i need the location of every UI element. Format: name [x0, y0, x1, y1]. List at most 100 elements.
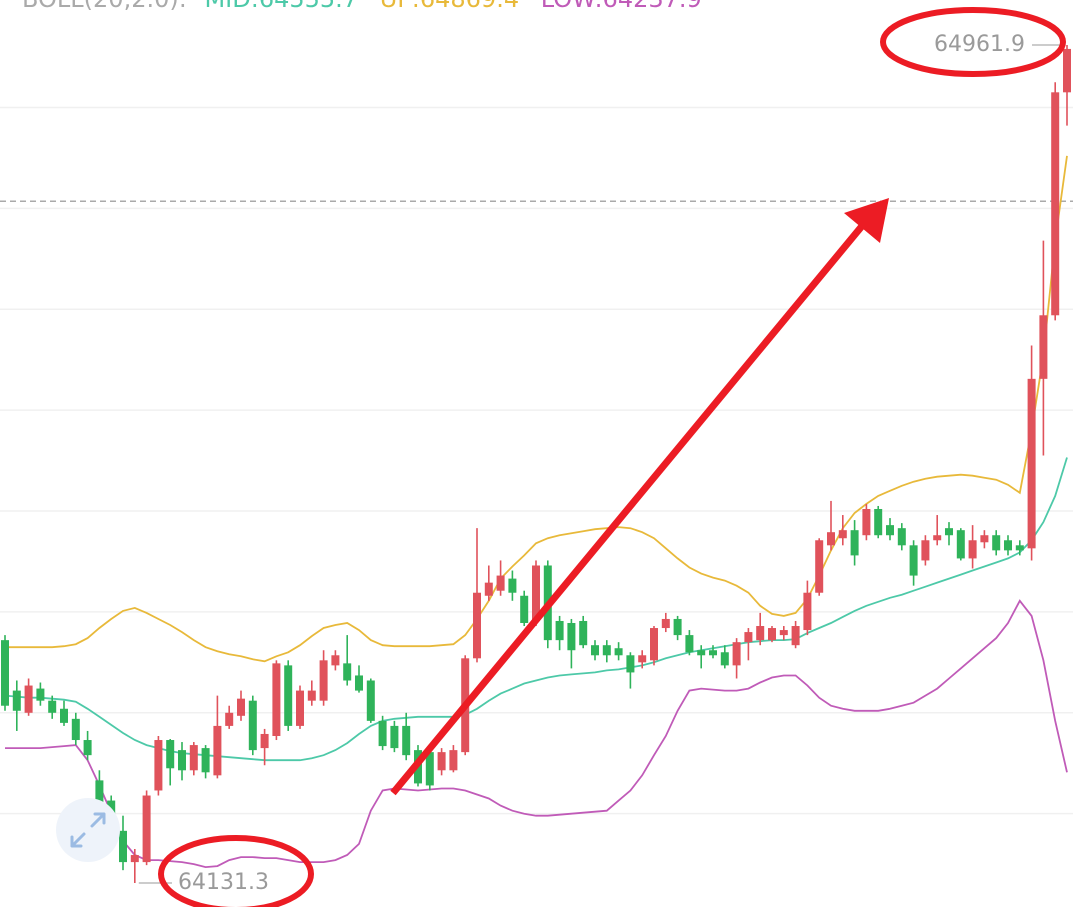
candle-body: [166, 740, 175, 769]
candle-body: [838, 530, 847, 539]
candle-body: [437, 752, 446, 771]
candle-body: [709, 650, 717, 656]
candle-body: [260, 733, 269, 749]
candle-body: [213, 725, 222, 776]
highlight-ellipse: [880, 7, 1066, 77]
candle-body: [661, 618, 670, 629]
candles: [1, 44, 1071, 883]
candle-body: [626, 655, 635, 673]
candle-body: [12, 690, 21, 711]
candle-body: [591, 645, 599, 656]
indicator-legend: BOLL(20,2.0): MID:64555.7 UP:64869.4 LOW…: [22, 0, 702, 13]
candle-body: [803, 592, 812, 631]
candle-body: [449, 750, 458, 771]
candle-body: [378, 720, 387, 747]
candle-body: [532, 565, 540, 621]
highlight-ellipse: [158, 835, 314, 907]
candle-body: [650, 628, 658, 661]
extreme-markers: 64961.9 64131.3: [138, 32, 1063, 895]
candle-body: [968, 540, 977, 559]
legend-item: MID:64555.7: [204, 0, 358, 13]
candle-body: [614, 648, 623, 656]
low-marker-label: 64131.3: [178, 870, 269, 895]
candle-body: [1015, 545, 1024, 551]
expand-icon[interactable]: [56, 798, 120, 862]
legend-label: BOLL(20,2.0):: [22, 0, 187, 13]
candle-body: [390, 725, 399, 749]
candle-body: [119, 830, 127, 863]
candle-body: [71, 718, 80, 741]
candle-body: [732, 642, 741, 666]
grid: [0, 106, 1073, 815]
candle-body: [520, 595, 529, 623]
candle-body: [1, 640, 9, 706]
candle-body: [756, 626, 765, 641]
candle-body: [850, 530, 859, 556]
candle-body: [154, 740, 163, 791]
candle-body: [909, 545, 918, 576]
candle-body: [48, 700, 57, 713]
candle-body: [83, 740, 92, 756]
candle-body: [425, 752, 434, 786]
candle-body: [508, 578, 517, 593]
arrow-head: [844, 198, 889, 243]
candle-body: [921, 540, 930, 561]
band-line: [5, 599, 1068, 869]
candle-body: [720, 652, 729, 666]
candle-body: [685, 635, 694, 653]
candle-body: [237, 698, 245, 716]
candle-body: [484, 582, 493, 596]
candle-body: [343, 663, 352, 681]
candle-body: [815, 540, 824, 593]
candle-body: [779, 630, 788, 636]
candle-body: [95, 780, 104, 806]
candle-body: [602, 645, 611, 656]
candle-body: [827, 532, 835, 546]
expand-arrow: [90, 812, 106, 828]
arrow-shaft: [390, 223, 865, 796]
expand-icon-bg: [56, 798, 120, 862]
candle-body: [567, 622, 576, 651]
candle-body: [992, 535, 1001, 551]
annotations: [158, 7, 1066, 907]
candle-body: [579, 620, 588, 646]
candle-body: [201, 748, 210, 773]
candle-body: [307, 690, 316, 701]
candle-body: [945, 528, 953, 536]
candle-body: [130, 855, 139, 863]
candle-body: [697, 650, 706, 656]
legend-item: LOW:64237.9: [541, 0, 702, 13]
candle-body: [36, 688, 45, 701]
candle-body: [331, 655, 340, 666]
candle-body: [496, 575, 505, 591]
candle-body: [897, 528, 906, 546]
expand-arrow: [70, 832, 86, 848]
candle-body: [1004, 540, 1012, 551]
candle-body: [956, 530, 965, 559]
candle-body: [638, 655, 647, 663]
candle-body: [225, 712, 234, 726]
candle-body: [60, 708, 68, 723]
candle-body: [189, 745, 198, 771]
candle-body: [1039, 315, 1048, 379]
candle-body: [24, 685, 33, 713]
candle-body: [1063, 48, 1071, 93]
candle-body: [1027, 378, 1036, 549]
candle-body: [284, 665, 293, 726]
candle-body: [178, 750, 186, 771]
candle-body: [791, 626, 800, 646]
legend-item: UP:64869.4: [380, 0, 519, 13]
candle-body: [673, 618, 682, 636]
candle-body: [768, 628, 776, 641]
candle-body: [744, 632, 753, 643]
candle-body: [555, 620, 564, 641]
candle-body: [886, 525, 894, 536]
candle-body: [142, 795, 151, 863]
candle-body: [933, 535, 942, 541]
candle-body: [980, 535, 989, 543]
candle-body: [473, 592, 481, 659]
candle-body: [366, 680, 375, 721]
candle-body: [402, 725, 411, 756]
